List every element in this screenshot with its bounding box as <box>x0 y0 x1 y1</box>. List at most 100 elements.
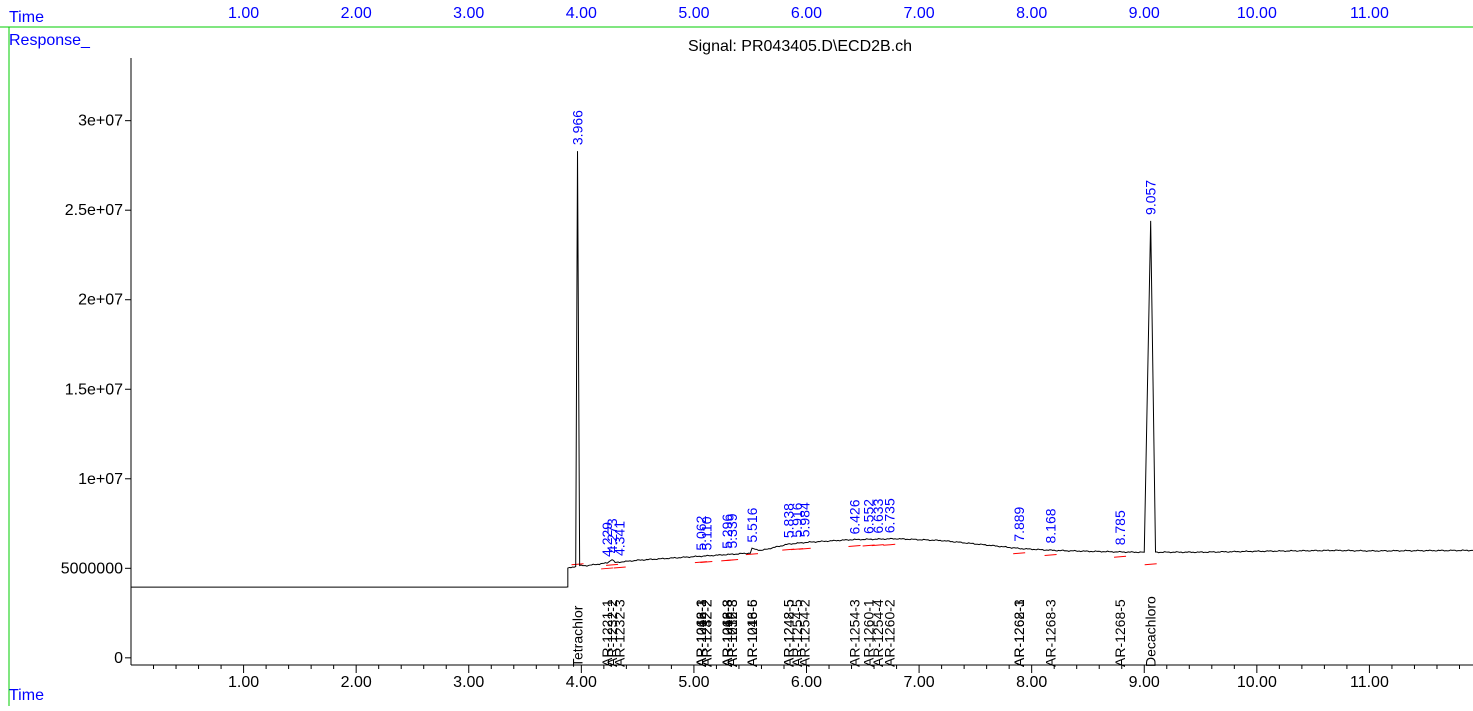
x-tick-label: 2.00 <box>341 674 372 691</box>
compound-label: AR-1232-3 <box>724 599 740 667</box>
compound-label: Tetrachlor <box>570 605 586 667</box>
signal-trace <box>131 151 1473 588</box>
compound-label: AR-1248-1 <box>693 599 709 667</box>
peak-rt-label: 5.516 <box>744 507 760 542</box>
compound-labels: Tetrachlor AR-1221-1AR-1232-2AR-1232-3 AR-… <box>570 596 1159 667</box>
top-time-tick-label: 5.00 <box>678 5 709 22</box>
peak-rt-label: 6.426 <box>846 499 862 534</box>
peak-rt-label: 4.341 <box>612 521 628 556</box>
compound-label: AR-1232-2 <box>698 599 714 667</box>
peak-baseline-mark <box>798 547 811 550</box>
x-tick-label: 5.00 <box>678 674 709 691</box>
peak-baseline-mark <box>601 567 614 570</box>
compound-label: AR-1262-3 <box>693 599 709 667</box>
x-tick-label: 1.00 <box>228 674 259 691</box>
peak-baseline-mark <box>1144 563 1157 566</box>
peak-baseline-mark <box>571 563 584 566</box>
y-axis-ticks: 0 5000000 1e+07 1.5e+07 2e+07 2.5e+07 3e+07 <box>61 113 131 667</box>
peak-baseline-mark <box>1114 555 1127 558</box>
top-time-label: Time <box>9 9 44 26</box>
compound-label: AR-1254-5 <box>789 599 805 667</box>
peak-rt-label: 8.785 <box>1112 510 1128 545</box>
compound-label: AR-1232-2 <box>604 599 620 667</box>
top-time-tick-label: 1.00 <box>228 5 259 22</box>
compound-label: AR-1268-5 <box>1112 599 1128 667</box>
y-tick-label: 1.5e+07 <box>65 381 123 398</box>
top-time-tick-label: 9.00 <box>1129 5 1160 22</box>
peak-baseline-mark <box>613 566 626 569</box>
compound-label: Decachloro <box>1143 596 1159 667</box>
x-axis-ticks: 1.00 2.00 3.00 4.00 5.00 6.00 7.00 8.00 9.00 10.0… <box>153 665 1460 691</box>
compound-label: AR-1016-5 <box>744 599 760 667</box>
top-time-tick-label: 2.00 <box>341 5 372 22</box>
y-tick-label: 0 <box>114 650 123 667</box>
peak-rt-label: 5.110 <box>698 516 714 550</box>
signal-trace-group <box>131 151 1473 588</box>
compound-label: AR-1268-3 <box>1043 599 1059 667</box>
peak-rt-label: 5.916 <box>789 502 805 537</box>
compound-label: AR-1248-5 <box>780 599 796 667</box>
peak-rt-label: 6.633 <box>870 498 886 533</box>
compound-label: AR-1260-1 <box>861 599 877 667</box>
compound-label: AR-1016-3 <box>719 599 735 667</box>
signal-title: Signal: PR043405.D\ECD2B.ch <box>688 38 912 55</box>
peak-rt-label: 4.273 <box>604 518 620 553</box>
top-time-tick-label: 8.00 <box>1016 5 1047 22</box>
x-tick-label: 4.00 <box>566 674 597 691</box>
x-tick-label: 11.00 <box>1350 674 1389 691</box>
peak-rt-label: 9.057 <box>1143 180 1159 215</box>
x-tick-label: 9.00 <box>1129 674 1160 691</box>
peak-rt-label: 5.062 <box>693 515 709 550</box>
peak-rt-label: 6.735 <box>881 498 897 533</box>
y-tick-label: 2.5e+07 <box>65 202 123 219</box>
top-time-tick-label: 7.00 <box>904 5 935 22</box>
baseline-marks <box>571 543 1157 570</box>
x-tick-label: 3.00 <box>453 674 484 691</box>
top-time-ticks: 1.00 2.00 3.00 4.00 5.00 6.00 7.00 8.00 9.00 10.0… <box>228 5 1389 22</box>
peak-rt-label: 5.838 <box>780 503 796 538</box>
peak-rt-label: 5.296 <box>719 514 735 549</box>
peak-rt-label: 8.168 <box>1043 508 1059 543</box>
peak-baseline-mark <box>1013 552 1026 555</box>
top-time-tick-label: 10.00 <box>1237 5 1277 22</box>
y-tick-label: 2e+07 <box>78 292 123 309</box>
peak-baseline-mark <box>745 553 759 556</box>
peak-baseline-mark <box>871 544 884 547</box>
y-tick-label: 1e+07 <box>78 471 123 488</box>
peak-baseline-mark <box>726 559 739 562</box>
compound-label: AR-1268-3 <box>1011 599 1027 667</box>
compound-label: AR-1254-4 <box>870 599 886 667</box>
y-tick-label: 3e+07 <box>78 113 123 130</box>
response-label: Response_ <box>9 32 91 49</box>
compound-label: AR-1254-2 <box>797 599 813 667</box>
bottom-time-label: Time <box>9 687 44 704</box>
peak-baseline-mark <box>848 545 861 548</box>
compound-label: AR-1260-2 <box>881 599 897 667</box>
peak-baseline-mark <box>883 543 896 546</box>
peak-rt-label: 6.552 <box>861 499 877 534</box>
compound-label: AR-1248-6 <box>744 599 760 667</box>
compound-label: AR-1016-8 <box>724 599 740 667</box>
compound-label: AR-1016-1 <box>693 599 709 667</box>
x-tick-label: 6.00 <box>791 674 822 691</box>
peak-rt-label: 7.889 <box>1011 506 1027 541</box>
compound-label: AR-1242-5 <box>780 599 796 667</box>
compound-label: AR-1232-3 <box>612 599 628 667</box>
x-tick-label: 7.00 <box>904 674 935 691</box>
compound-label: AR-1242-2 <box>698 599 714 667</box>
compound-label: AR-1221-1 <box>599 599 615 667</box>
peak-rt-label: 5.339 <box>724 513 740 548</box>
y-tick-label: 5000000 <box>61 560 123 577</box>
peak-baseline-mark <box>606 563 619 566</box>
x-tick-label: 8.00 <box>1016 674 1047 691</box>
top-time-tick-label: 11.00 <box>1350 5 1389 22</box>
compound-label: AR-1254-3 <box>846 599 862 667</box>
peak-baseline-mark <box>700 560 713 563</box>
compound-label: AR-1262-1 <box>1011 599 1027 667</box>
peak-rt-label: 5.984 <box>797 502 813 537</box>
peak-baseline-mark <box>1044 554 1057 557</box>
compound-label: AR-1262-8 <box>719 599 735 667</box>
